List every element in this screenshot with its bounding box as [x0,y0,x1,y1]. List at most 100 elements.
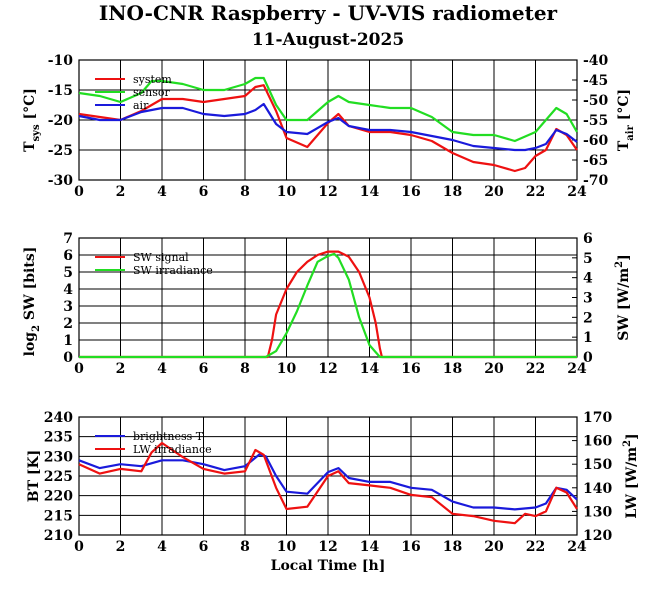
x-tick-label: 10 [277,539,297,555]
x-tick-label: 8 [240,184,250,200]
y-axis-label: BT [K] [26,450,42,503]
plot-frame [78,237,578,358]
y2-axis-label: LW [W/m2] [622,433,640,518]
y-tick-label: -20 [48,113,74,129]
y-tick-label: -30 [48,173,74,189]
y2-tick-label: 4 [583,271,593,287]
y-tick-label: -10 [48,53,74,69]
legend-label: air [133,99,149,112]
series-line-sw-signal [79,250,577,359]
y2-tick-label: 5 [583,251,593,267]
y2-axis-label-text: Tair [°C] [616,89,636,151]
y2-tick-label: -45 [583,73,608,89]
legend-label: system [133,73,172,86]
x-tick-label: 16 [401,361,420,377]
y-tick-label: -15 [48,83,73,99]
x-tick-label: 24 [567,184,587,200]
x-tick-label: 14 [360,539,380,555]
x-tick-label: 6 [199,184,209,200]
y-tick-label: 1 [63,333,73,349]
y-tick-label: 240 [44,410,73,426]
y2-tick-label: 3 [583,291,593,307]
series-line-sensor [78,76,578,143]
panel-3: 0 2 4 6 8 10 12 14 16 18 20 22 242102152202252302352… [44,410,613,574]
y-tick-label: 7 [63,231,73,247]
y2-tick-label: 130 [583,504,612,520]
panel-1: 0 2 4 6 8 10 12 14 16 18 20 22 24-30-25-20-15-10-70-… [48,53,609,200]
y-tick-label: 5 [63,265,73,281]
x-tick-label: 8 [240,539,250,555]
x-tick-label: 18 [443,539,462,555]
x-tick-label: 22 [526,184,545,200]
y2-axis-label-text: SW [W/m2] [614,254,632,341]
series-line-lw-irradiance [78,441,578,525]
y-tick-label: 2 [63,316,73,332]
x-tick-label: 14 [360,184,380,200]
y2-tick-label: -60 [583,133,609,149]
y2-tick-label: -50 [583,93,609,109]
x-tick-label: 18 [443,184,462,200]
x-tick-label: 2 [116,539,126,555]
series-line-sw-irradiance [79,252,577,359]
y2-axis-label-text: LW [W/m2] [622,433,640,518]
panels: 0 2 4 6 8 10 12 14 16 18 20 22 24-30-25-20-15-10-70-… [22,53,640,574]
x-tick-label: 2 [116,184,126,200]
y-tick-label: 4 [63,282,73,298]
plot-frame [78,59,578,181]
y-tick-label: 230 [44,449,73,465]
x-tick-label: 6 [199,361,209,377]
x-tick-label: 12 [318,539,337,555]
series-line-brightness-t [78,453,578,511]
x-tick-label: 18 [443,361,462,377]
x-tick-label: 20 [484,361,504,377]
y2-tick-label: 160 [583,434,612,450]
y-tick-label: 6 [63,248,73,264]
legend-label: sensor [133,86,171,99]
x-tick-label: 0 [74,539,84,555]
y-axis-label-text: log2 SW [bits] [22,247,42,357]
y2-tick-label: 0 [583,350,593,366]
x-tick-label: 24 [567,539,587,555]
series-line-system [78,84,578,173]
y2-tick-label: -70 [583,173,609,189]
y2-tick-label: 6 [583,231,593,247]
x-tick-label: 16 [401,184,420,200]
series-line-air [78,102,578,152]
chart-title: INO-CNR Raspberry - UV-VIS radiometer [99,1,558,25]
y2-tick-label: 150 [583,457,612,473]
x-tick-label: 4 [157,361,167,377]
x-tick-label: 16 [401,539,420,555]
y-tick-label: -25 [48,143,73,159]
y-axis-label-text: Tsys [°C] [22,88,42,152]
y2-tick-label: 2 [583,310,593,326]
x-tick-label: 4 [157,539,167,555]
x-tick-label: 20 [484,184,504,200]
y2-tick-label: -40 [583,53,609,69]
x-tick-label: 0 [74,361,84,377]
y-tick-label: 215 [44,508,73,524]
x-tick-label: 2 [116,361,126,377]
legend-label: SW irradiance [133,264,213,277]
x-tick-label: 22 [526,361,545,377]
x-tick-label: 10 [277,184,297,200]
x-tick-label: 8 [240,361,250,377]
legend-label: LW irradiance [133,443,212,456]
y2-tick-label: -55 [583,113,608,129]
chart-subtitle: 11-August-2025 [252,30,404,50]
y2-tick-label: 140 [583,481,612,497]
y-axis-label-text: BT [K] [26,450,42,503]
y2-tick-label: 170 [583,410,612,426]
y-tick-label: 235 [44,430,73,446]
x-tick-label: 24 [567,361,587,377]
y2-tick-label: 120 [583,528,612,544]
x-tick-label: 20 [484,539,504,555]
plot-frame [78,416,578,536]
y-axis-label: log2 SW [bits] [22,247,42,357]
y-tick-label: 0 [63,350,73,366]
y-tick-label: 3 [63,299,73,315]
x-tick-label: 0 [74,184,84,200]
legend-label: brightness T [133,430,204,443]
x-axis-label: Local Time [h] [271,558,386,574]
